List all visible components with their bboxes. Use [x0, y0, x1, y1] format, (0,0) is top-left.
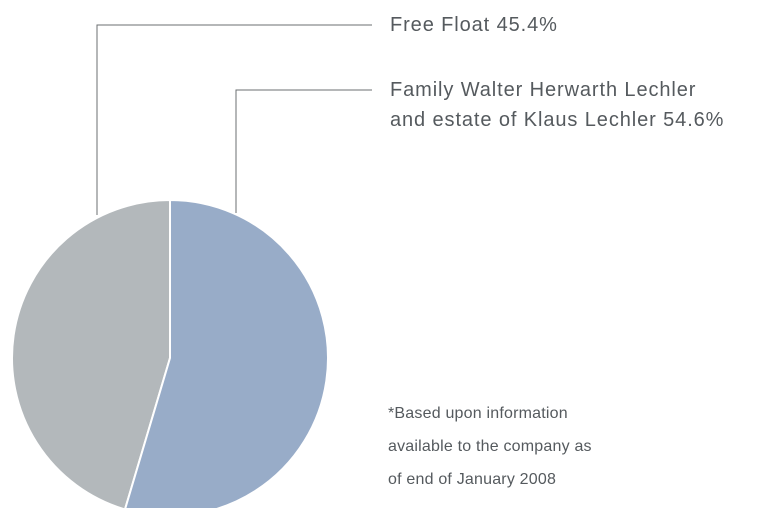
category-label: Family Walter Herwarth Lechler and estat…: [390, 79, 697, 131]
pie-slice: [124, 198, 329, 508]
value-label: 45.4%: [496, 14, 558, 36]
pie: [11, 198, 329, 508]
leader-line: [96, 24, 372, 215]
slice-label: Free Float 45.4%: [390, 10, 558, 40]
category-label: Free Float: [390, 14, 491, 36]
pie-slice: [11, 198, 171, 508]
footnote: *Based upon information available to the…: [388, 405, 592, 488]
slice-label: Family Walter Herwarth Lechler and estat…: [390, 75, 724, 135]
value-label: 54.6%: [663, 109, 725, 131]
leader-line: [235, 89, 372, 213]
